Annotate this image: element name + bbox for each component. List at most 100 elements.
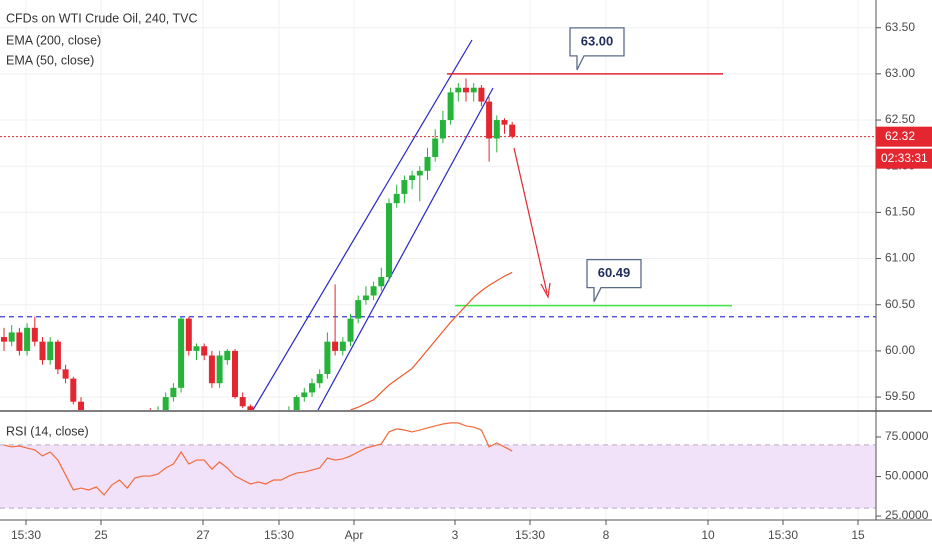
candle-body [416, 170, 423, 176]
y-tick-label: 61.00 [885, 251, 915, 265]
candle-body [132, 420, 138, 434]
ema50-line [350, 271, 513, 410]
candle-body [393, 193, 400, 204]
x-tick-label: 15:30 [768, 528, 798, 542]
candle-body [463, 87, 469, 93]
y-tick-label: 50.0000 [885, 469, 929, 483]
x-tick-label: 15:30 [11, 528, 41, 542]
x-tick-label: 15 [851, 528, 865, 542]
candle-body [16, 332, 23, 351]
channel-line [252, 39, 473, 410]
candle-body [439, 120, 446, 139]
candle-body [409, 175, 416, 181]
candle-body [101, 425, 107, 443]
candle-body [286, 411, 292, 417]
chart-title: CFDs on WTI Crude Oil, 240, TVC [6, 11, 198, 25]
arrow-head [540, 282, 551, 299]
callout-label: 60.49 [598, 265, 631, 280]
candle-body [140, 416, 146, 421]
candle-body [470, 87, 477, 93]
y-tick-label: 25.0000 [885, 508, 929, 522]
rsi-plot [0, 422, 876, 509]
candle-body [501, 120, 508, 125]
candle-body [70, 378, 77, 402]
candle-body [216, 355, 223, 384]
x-tick-label: 25 [94, 528, 108, 542]
x-tick-label: 3 [452, 528, 459, 542]
candle-body [232, 350, 238, 398]
candle-body [78, 401, 84, 410]
candle-body [424, 156, 431, 171]
candle-body [271, 425, 277, 432]
y-tick-label: 63.50 [885, 20, 915, 34]
candle-body [1, 337, 7, 342]
candle-body [178, 318, 185, 388]
candle-body [155, 416, 161, 418]
legend-entry: EMA (200, close) [6, 33, 101, 47]
candle-body [109, 429, 115, 443]
price-tag [876, 126, 932, 147]
x-tick-label: 27 [196, 528, 210, 542]
y-tick-label: 60.50 [885, 297, 915, 311]
candle-body [370, 286, 377, 296]
legend-entry: EMA (50, close) [6, 53, 94, 67]
countdown-label: 02:33:31 [881, 151, 928, 165]
candle-body [247, 406, 254, 410]
candle-body [332, 341, 339, 351]
candle-body [293, 397, 300, 410]
candle-body [401, 180, 408, 194]
candle-body [93, 425, 99, 430]
candle-body [493, 120, 500, 139]
candle-body [47, 341, 54, 361]
candle-body [62, 369, 69, 379]
candle-body [309, 383, 315, 393]
candle-body [432, 138, 439, 157]
y-tick-label: 59.50 [885, 389, 915, 403]
x-tick-label: 15:30 [515, 528, 545, 542]
callout-label: 63.00 [581, 33, 614, 48]
candle-body [8, 332, 15, 342]
candle-body [316, 373, 323, 384]
x-tick-label: 8 [603, 528, 610, 542]
candle-body [355, 300, 362, 319]
candle-body [193, 346, 200, 351]
rsi-line [3, 422, 513, 496]
candle-body [124, 420, 130, 434]
callout-box [569, 27, 625, 71]
grid [0, 0, 876, 520]
candle-body [378, 277, 385, 287]
candle-body [39, 341, 46, 361]
candle-body [486, 101, 493, 139]
y-tick-label: 61.50 [885, 205, 915, 219]
candle-body [162, 397, 169, 410]
candle-body [185, 318, 192, 351]
candle-body [201, 346, 208, 356]
y-tick-label: 60.00 [885, 343, 915, 357]
y-tick-label: 62.50 [885, 112, 915, 126]
price-plot [0, 39, 876, 443]
candle-body [386, 203, 392, 278]
candle-body [239, 397, 246, 407]
candle-body [362, 295, 369, 301]
candle-body [147, 416, 153, 418]
candle-body [117, 420, 123, 429]
countdown-tag [876, 148, 932, 169]
x-tick-label: 10 [701, 528, 715, 542]
candle-body [509, 124, 516, 137]
candle-body [224, 350, 231, 361]
arrow-line [513, 147, 548, 294]
candle-body [347, 318, 354, 342]
candle-body [447, 92, 454, 121]
rsi-title: RSI (14, close) [6, 424, 89, 438]
x-tick-label: 15:30 [264, 528, 294, 542]
candle-body [208, 355, 215, 384]
y-tick-label: 63.00 [885, 66, 915, 80]
candle-body [339, 341, 346, 351]
channel-line [317, 87, 494, 410]
candle-body [455, 87, 462, 93]
rsi-band [0, 444, 876, 509]
price-tag-label: 62.32 [885, 129, 915, 143]
candle-body [324, 341, 331, 374]
